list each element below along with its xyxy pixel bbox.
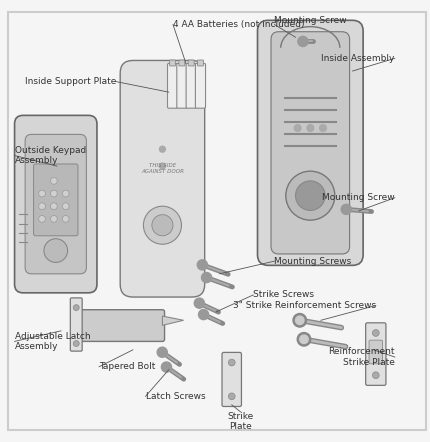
Circle shape [295,316,304,324]
Text: Strike
Plate: Strike Plate [227,412,254,431]
Text: Outside Keypad
Assembly: Outside Keypad Assembly [15,146,86,165]
FancyBboxPatch shape [71,298,82,351]
Circle shape [62,216,69,222]
FancyBboxPatch shape [271,32,350,254]
Text: Reinforcement
Strike Plate: Reinforcement Strike Plate [329,347,395,367]
FancyBboxPatch shape [197,60,203,66]
FancyBboxPatch shape [366,323,386,385]
Text: Inside Assembly: Inside Assembly [322,54,395,63]
Text: 3" Strike Reinforcement Screws: 3" Strike Reinforcement Screws [233,301,376,310]
FancyBboxPatch shape [34,164,78,236]
Circle shape [50,203,57,210]
Circle shape [197,260,207,270]
Circle shape [294,125,301,131]
Circle shape [199,309,209,320]
Circle shape [372,372,379,379]
Text: Adjustable Latch
Assembly: Adjustable Latch Assembly [15,332,90,351]
Circle shape [144,206,181,244]
FancyBboxPatch shape [258,20,363,265]
Circle shape [341,204,351,214]
Text: Mounting Screw: Mounting Screw [322,193,395,202]
Text: Strike Screws: Strike Screws [253,290,314,299]
Circle shape [298,36,308,46]
Circle shape [73,305,79,311]
FancyBboxPatch shape [15,115,97,293]
Circle shape [157,347,167,357]
Circle shape [73,341,79,347]
FancyBboxPatch shape [188,60,194,66]
Circle shape [293,313,307,327]
Circle shape [160,163,166,169]
Circle shape [39,203,46,210]
Circle shape [62,190,69,197]
Circle shape [44,239,68,263]
Text: Inside Support Plate: Inside Support Plate [25,77,116,86]
Circle shape [39,190,46,197]
Circle shape [297,332,311,346]
FancyBboxPatch shape [25,134,86,274]
FancyBboxPatch shape [195,63,206,108]
Text: Latch Screws: Latch Screws [145,392,205,401]
FancyBboxPatch shape [369,340,383,364]
FancyBboxPatch shape [168,63,178,108]
Circle shape [372,330,379,336]
Circle shape [152,215,173,236]
Circle shape [228,359,235,366]
Circle shape [161,362,172,372]
Text: Tapered Bolt: Tapered Bolt [99,362,155,371]
Circle shape [194,298,204,308]
FancyBboxPatch shape [120,61,205,297]
FancyBboxPatch shape [222,352,242,407]
Circle shape [228,393,235,400]
FancyBboxPatch shape [177,63,187,108]
Circle shape [50,190,57,197]
Polygon shape [163,316,184,325]
Text: Mounting Screw: Mounting Screw [274,15,347,25]
Circle shape [295,181,325,210]
Text: THIS SIDE
AGAINST DOOR: THIS SIDE AGAINST DOOR [141,163,184,174]
FancyBboxPatch shape [186,63,196,108]
Circle shape [286,171,335,220]
Circle shape [300,335,308,343]
Text: Mounting Screws: Mounting Screws [274,257,352,266]
FancyBboxPatch shape [179,60,185,66]
Circle shape [39,216,46,222]
FancyBboxPatch shape [76,310,165,341]
Circle shape [319,125,326,131]
Circle shape [50,216,57,222]
Circle shape [307,125,314,131]
Circle shape [50,178,57,184]
Circle shape [160,146,166,152]
Circle shape [202,273,212,282]
Circle shape [62,203,69,210]
FancyBboxPatch shape [169,60,175,66]
Text: 4 AA Batteries (not included): 4 AA Batteries (not included) [173,20,304,29]
